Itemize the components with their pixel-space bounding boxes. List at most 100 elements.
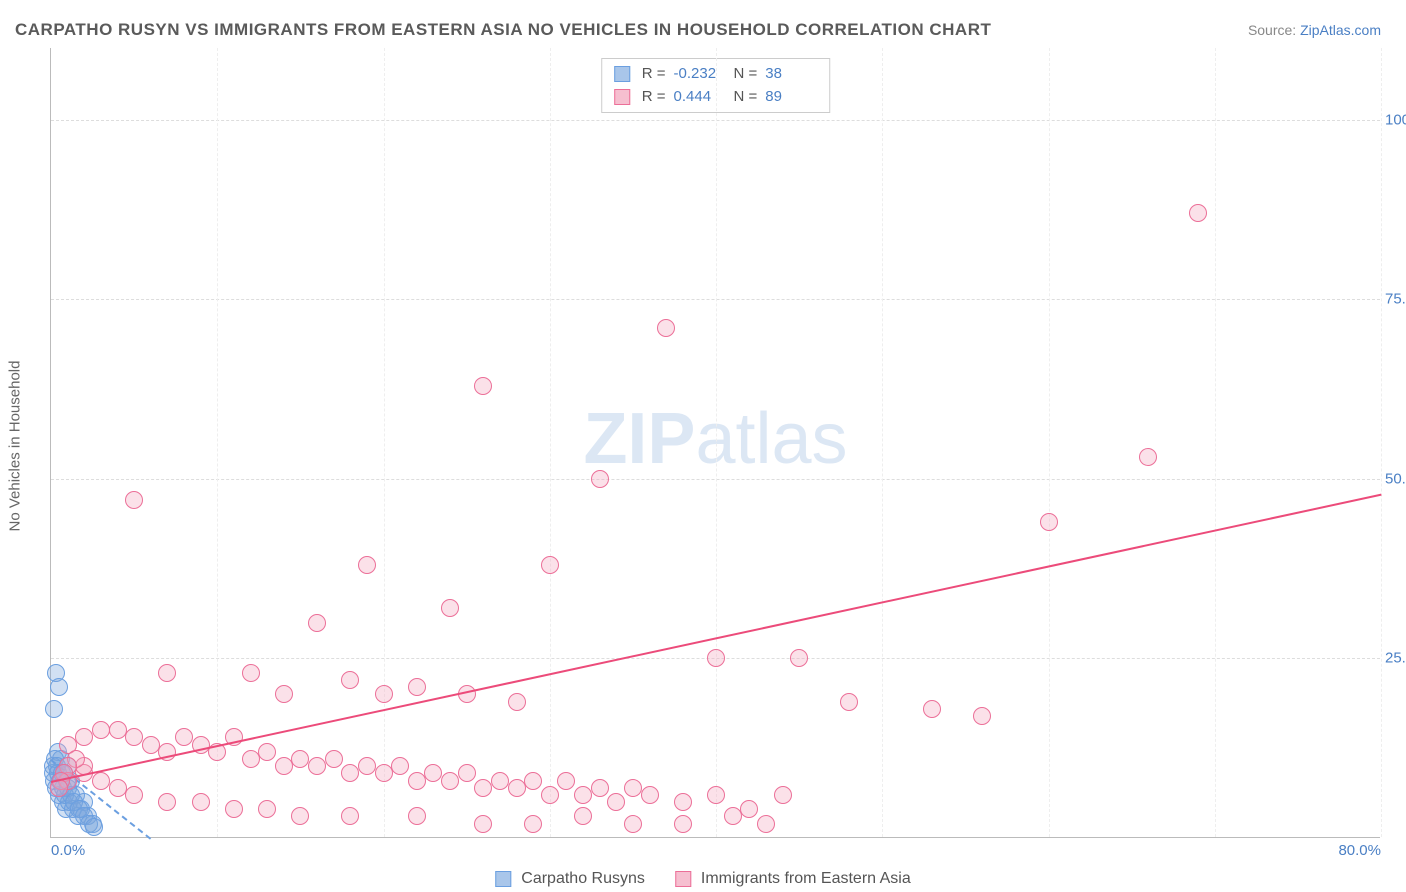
data-point-series1 xyxy=(109,779,127,797)
stats-swatch xyxy=(614,89,630,105)
watermark-zip: ZIP xyxy=(583,398,695,478)
data-point-series1 xyxy=(375,685,393,703)
data-point-series1 xyxy=(574,807,592,825)
source-label: Source: ZipAtlas.com xyxy=(1248,22,1381,38)
data-point-series1 xyxy=(724,807,742,825)
data-point-series1 xyxy=(441,599,459,617)
stats-r-label: R = xyxy=(642,63,666,86)
data-point-series1 xyxy=(591,470,609,488)
legend-item: Immigrants from Eastern Asia xyxy=(675,870,911,888)
watermark-atlas: atlas xyxy=(695,398,847,478)
legend-item: Carpatho Rusyns xyxy=(495,870,645,888)
legend-label: Carpatho Rusyns xyxy=(521,870,645,888)
data-point-series1 xyxy=(541,556,559,574)
data-point-series1 xyxy=(275,685,293,703)
data-point-series1 xyxy=(391,757,409,775)
data-point-series1 xyxy=(707,649,725,667)
data-point-series1 xyxy=(242,664,260,682)
data-point-series1 xyxy=(491,772,509,790)
data-point-series1 xyxy=(458,764,476,782)
plot-area: ZIPatlas R = -0.232N = 38R = 0.444N = 89… xyxy=(50,48,1380,838)
data-point-series1 xyxy=(358,556,376,574)
data-point-series1 xyxy=(591,779,609,797)
data-point-series1 xyxy=(524,815,542,833)
y-tick-label: 75.0% xyxy=(1385,291,1406,308)
gridline-v xyxy=(1215,48,1216,837)
data-point-series1 xyxy=(375,764,393,782)
data-point-series1 xyxy=(175,728,193,746)
data-point-series1 xyxy=(258,800,276,818)
data-point-series1 xyxy=(474,377,492,395)
data-point-series1 xyxy=(242,750,260,768)
stats-n-label: N = xyxy=(734,63,758,86)
data-point-series1 xyxy=(557,772,575,790)
data-point-series1 xyxy=(341,764,359,782)
data-point-series1 xyxy=(291,750,309,768)
data-point-series1 xyxy=(424,764,442,782)
legend-swatch xyxy=(675,871,691,887)
data-point-series1 xyxy=(657,319,675,337)
stats-r-label: R = xyxy=(642,86,666,109)
data-point-series1 xyxy=(408,772,426,790)
gridline-v xyxy=(384,48,385,837)
data-point-series1 xyxy=(674,793,692,811)
data-point-series1 xyxy=(574,786,592,804)
data-point-series1 xyxy=(192,793,210,811)
data-point-series1 xyxy=(474,779,492,797)
data-point-series1 xyxy=(508,693,526,711)
gridline-v xyxy=(217,48,218,837)
data-point-series1 xyxy=(275,757,293,775)
data-point-series1 xyxy=(973,707,991,725)
data-point-series1 xyxy=(607,793,625,811)
data-point-series1 xyxy=(441,772,459,790)
data-point-series1 xyxy=(840,693,858,711)
stats-r-value: 0.444 xyxy=(674,86,726,109)
x-tick-label: 80.0% xyxy=(1338,842,1381,859)
data-point-series1 xyxy=(125,786,143,804)
data-point-series1 xyxy=(408,807,426,825)
data-point-series1 xyxy=(1189,204,1207,222)
data-point-series1 xyxy=(474,815,492,833)
data-point-series1 xyxy=(1139,448,1157,466)
y-tick-label: 100.0% xyxy=(1385,111,1406,128)
data-point-series1 xyxy=(125,491,143,509)
data-point-series1 xyxy=(158,664,176,682)
y-tick-label: 25.0% xyxy=(1385,650,1406,667)
source-prefix: Source: xyxy=(1248,22,1300,38)
data-point-series1 xyxy=(92,772,110,790)
data-point-series0 xyxy=(45,700,63,718)
stats-r-value: -0.232 xyxy=(674,63,726,86)
data-point-series1 xyxy=(142,736,160,754)
data-point-series0 xyxy=(85,818,103,836)
data-point-series1 xyxy=(541,786,559,804)
data-point-series1 xyxy=(258,743,276,761)
data-point-series1 xyxy=(92,721,110,739)
data-point-series1 xyxy=(641,786,659,804)
data-point-series1 xyxy=(774,786,792,804)
stats-n-value: 89 xyxy=(765,86,817,109)
data-point-series1 xyxy=(358,757,376,775)
data-point-series1 xyxy=(707,786,725,804)
data-point-series1 xyxy=(308,757,326,775)
stats-swatch xyxy=(614,66,630,82)
gridline-v xyxy=(882,48,883,837)
y-tick-label: 50.0% xyxy=(1385,470,1406,487)
data-point-series1 xyxy=(109,721,127,739)
data-point-series1 xyxy=(308,614,326,632)
chart-title: CARPATHO RUSYN VS IMMIGRANTS FROM EASTER… xyxy=(15,20,991,40)
data-point-series1 xyxy=(408,678,426,696)
data-point-series1 xyxy=(325,750,343,768)
source-link[interactable]: ZipAtlas.com xyxy=(1300,22,1381,38)
gridline-v xyxy=(1381,48,1382,837)
data-point-series0 xyxy=(50,678,68,696)
data-point-series1 xyxy=(624,779,642,797)
data-point-series1 xyxy=(225,800,243,818)
x-tick-label: 0.0% xyxy=(51,842,85,859)
data-point-series1 xyxy=(757,815,775,833)
legend-swatch xyxy=(495,871,511,887)
data-point-series1 xyxy=(158,793,176,811)
data-point-series1 xyxy=(674,815,692,833)
stats-n-label: N = xyxy=(734,86,758,109)
y-axis-label: No Vehicles in Household xyxy=(7,361,24,532)
data-point-series1 xyxy=(508,779,526,797)
